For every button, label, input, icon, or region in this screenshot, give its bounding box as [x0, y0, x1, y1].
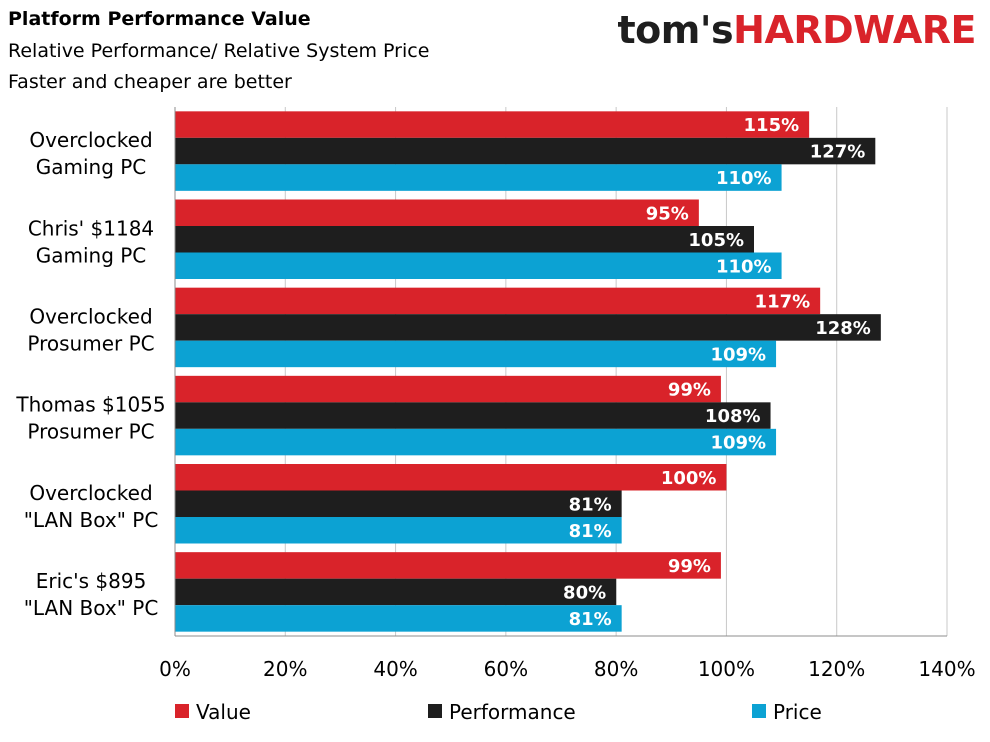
bar-value-label: 99%: [668, 556, 711, 577]
chart-subtitle-2: Faster and cheaper are better: [8, 71, 292, 93]
bar-value-label: 109%: [710, 433, 766, 454]
category-label-line: Prosumer PC: [27, 420, 154, 444]
bar-value-label: 109%: [710, 344, 766, 365]
x-tick-label: 140%: [918, 657, 975, 681]
bar-performance: [175, 314, 881, 341]
bar-value: [175, 552, 721, 579]
category-label-line: Overclocked: [29, 128, 152, 152]
category-label-line: Overclocked: [29, 481, 152, 505]
bar-value-label: 108%: [705, 406, 761, 427]
legend-label-price: Price: [773, 700, 822, 724]
brand-logo: tom'sHARDWARE: [617, 8, 977, 52]
x-tick-label: 20%: [263, 657, 307, 681]
legend: Value Performance Price: [175, 700, 822, 724]
legend-label-value: Value: [196, 700, 251, 724]
brand-logo-part-2: HARDWARE: [733, 8, 976, 52]
bar-value: [175, 199, 699, 226]
x-tick-label: 80%: [594, 657, 638, 681]
bar-value-label: 95%: [646, 203, 689, 224]
bar-value-label: 110%: [716, 256, 772, 277]
legend-swatch-value: [175, 704, 189, 718]
brand-logo-part-1: tom's: [617, 8, 734, 52]
bar-value-label: 99%: [668, 380, 711, 401]
category-label: Thomas $1055 Prosumer PC: [15, 393, 165, 444]
category-label-line: Chris' $1184: [28, 216, 154, 240]
bar-price: [175, 605, 622, 632]
bar-value: [175, 287, 821, 315]
bar-price: [175, 428, 777, 456]
bar-value: [175, 111, 810, 138]
x-tick-label: 60%: [484, 657, 528, 681]
bar-performance: [175, 402, 771, 429]
chart-title: Platform Performance Value: [8, 8, 311, 30]
bar-price: [175, 252, 782, 279]
bar-value-label: 110%: [716, 168, 772, 189]
bar-value: [175, 464, 727, 491]
x-tick-label: 100%: [698, 657, 755, 681]
bar-price: [175, 164, 782, 191]
bars: [175, 111, 881, 632]
category-label: Overclocked Prosumer PC: [27, 304, 154, 355]
x-tick-label: 0%: [159, 657, 191, 681]
category-label-line: Thomas $1055: [15, 393, 165, 417]
category-label: Eric's $895 "LAN Box" PC: [24, 569, 159, 620]
bar-value-label: 81%: [569, 521, 612, 542]
category-label: Overclocked Gaming PC: [29, 128, 152, 179]
bar-value-label: 117%: [755, 291, 811, 312]
bar-price: [175, 340, 777, 368]
category-label-line: Gaming PC: [36, 243, 147, 267]
bar-value-label: 115%: [744, 115, 800, 136]
bar-value: [175, 375, 721, 403]
bar-value-label: 81%: [569, 494, 612, 515]
bar-value-label: 100%: [661, 468, 717, 489]
bar-performance: [175, 226, 754, 253]
x-tick-label: 120%: [808, 657, 865, 681]
bar-price: [175, 517, 622, 544]
category-label-line: Overclocked: [29, 304, 152, 328]
labels: Overclocked Gaming PC Chris' $1184 Gaming P…: [15, 115, 870, 630]
chart-subtitle-1: Relative Performance/ Relative System Pr…: [8, 40, 430, 62]
category-label-line: "LAN Box" PC: [24, 508, 159, 532]
bar-performance: [175, 137, 876, 165]
bar-value-label: 127%: [810, 142, 866, 163]
category-label: Overclocked "LAN Box" PC: [24, 481, 159, 532]
bar-value-label: 81%: [569, 609, 612, 630]
bar-value-label: 128%: [815, 318, 871, 339]
bar-value-label: 105%: [688, 230, 744, 251]
category-label-line: "LAN Box" PC: [24, 596, 159, 620]
category-label-line: Eric's $895: [36, 569, 147, 593]
category-label: Chris' $1184 Gaming PC: [28, 216, 154, 267]
category-label-line: Prosumer PC: [27, 331, 154, 355]
legend-swatch-price: [752, 704, 766, 718]
category-label-line: Gaming PC: [36, 155, 147, 179]
legend-swatch-performance: [428, 704, 442, 718]
axes: 0% 20% 40% 60% 80% 100% 120% 140%: [159, 107, 976, 681]
x-tick-label: 40%: [373, 657, 417, 681]
legend-label-performance: Performance: [449, 700, 576, 724]
bar-performance: [175, 578, 617, 606]
bar-value-label: 80%: [563, 582, 606, 603]
gridlines: [284, 107, 948, 636]
bar-performance: [175, 490, 622, 517]
